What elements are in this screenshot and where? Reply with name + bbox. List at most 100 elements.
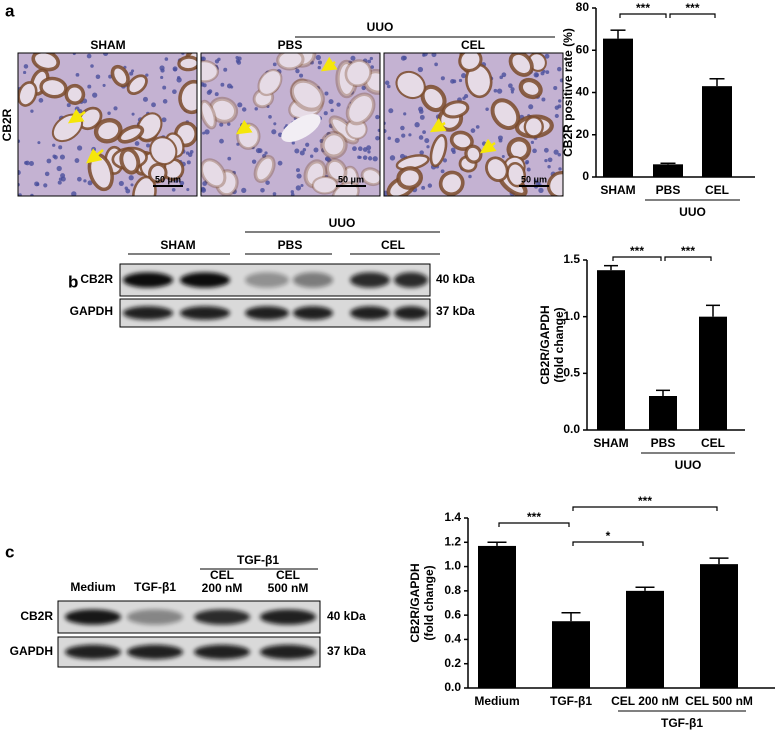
nucleus [38,98,44,103]
nucleus [18,169,21,176]
nucleus [538,187,544,194]
nucleus [90,64,94,68]
nucleus [271,129,277,135]
band [394,306,428,320]
nucleus [24,160,28,165]
band [260,644,316,660]
y-tick-label: 1.4 [444,510,461,524]
nucleus [83,179,87,183]
nucleus [46,158,52,164]
bar [699,316,727,430]
scale-label: 50 μm [338,174,364,184]
nucleus [125,188,131,194]
nucleus [236,142,240,146]
nucleus [559,78,563,83]
nucleus [400,55,406,61]
nucleus [419,150,424,155]
nucleus [400,125,405,131]
nucleus [37,141,41,145]
significance-label: *** [636,1,650,15]
error-bar [706,304,720,317]
group-label: UUO [675,458,702,472]
nucleus [540,71,545,76]
nucleus [260,187,265,193]
significance-bracket [612,256,662,261]
nucleus [290,192,295,196]
nucleus [58,145,63,150]
y-tick-label: 0.5 [563,366,580,380]
nucleus [130,183,134,187]
nucleus [142,96,149,102]
x-tick-label: TGF-β1 [550,694,592,708]
nucleus [273,122,277,126]
size-label: 37 kDa [436,304,475,318]
nucleus [450,79,455,84]
nucleus [481,141,487,146]
error-bar [709,78,725,87]
y-axis-label: (fold change) [422,565,436,640]
nucleus [87,180,93,186]
nucleus [296,173,302,179]
nucleus [146,143,151,148]
bar [552,621,590,688]
tubule [441,100,470,119]
tubule [360,167,380,187]
nucleus [227,156,232,161]
tubule [201,158,227,189]
nucleus [553,149,559,155]
nucleus [295,185,302,191]
row-label: CB2R [20,609,53,623]
nucleus [418,109,424,114]
nucleus [102,83,106,87]
nucleus [264,151,268,155]
nucleus [74,158,80,163]
nucleus [295,68,300,74]
error-bar [656,389,670,396]
nucleus [179,180,185,186]
y-axis-label: CB2R/GAPDH [538,305,552,384]
nucleus [251,159,257,164]
nucleus [384,80,390,86]
y-tick-label: 0.0 [444,680,461,694]
nucleus [18,139,21,143]
nucleus [241,187,247,193]
nucleus [336,102,341,107]
bar [597,270,625,430]
band [260,609,316,625]
band [65,609,121,625]
nucleus [77,176,82,182]
nucleus [87,84,92,89]
tubule [289,78,325,112]
arrow [67,108,86,124]
nucleus [558,167,562,171]
band [194,609,250,625]
nucleus [208,89,213,94]
y-axis-label: (fold change) [552,307,566,382]
nucleus [547,157,553,163]
tubule [523,116,544,138]
tubule [546,170,563,196]
nucleus [151,102,156,108]
nucleus [414,122,420,128]
nucleus [217,57,221,62]
nucleus [272,192,277,196]
arrow [86,148,104,164]
nucleus [493,88,498,93]
nucleus [370,65,374,69]
nucleus [422,130,426,134]
nucleus [56,165,62,172]
nucleus [462,96,466,100]
nucleus [173,67,177,72]
image-border [200,52,381,197]
tubule [311,175,339,195]
image-label: CEL [461,38,485,52]
y-tick-label: 40 [576,85,590,99]
nucleus [161,117,167,123]
group-label: TGF-β1 [237,553,279,567]
nucleus [426,145,430,149]
nucleus [95,74,101,80]
x-tick-label: CEL [701,436,725,450]
band [245,306,289,320]
nucleus [403,112,407,116]
nucleus [219,138,224,144]
